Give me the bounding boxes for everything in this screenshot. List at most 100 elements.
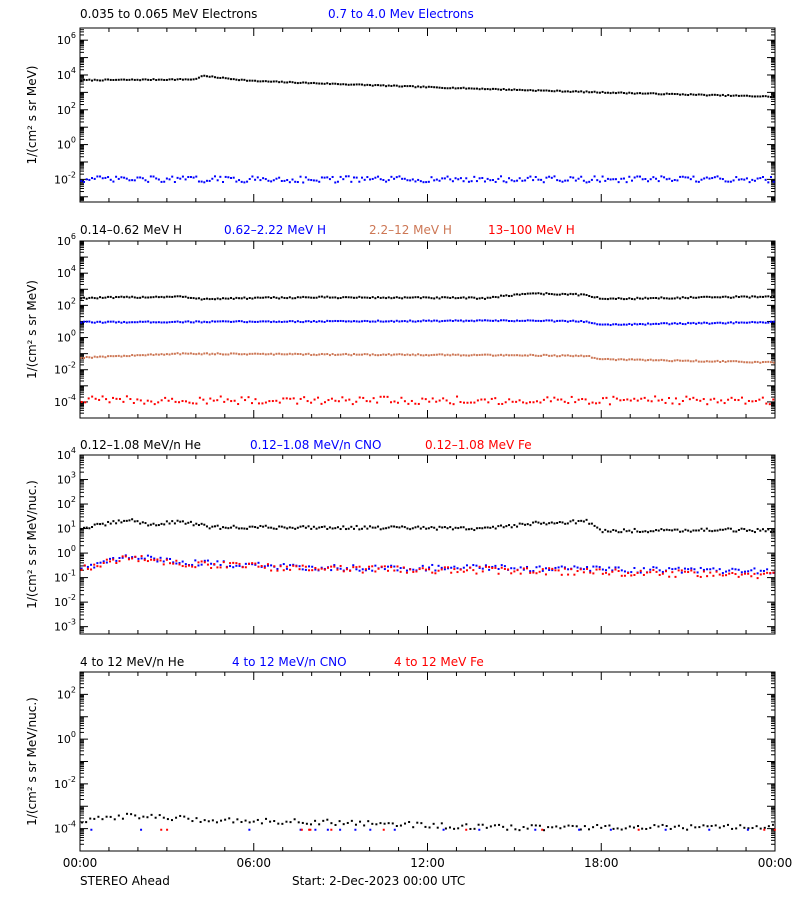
data-point xyxy=(286,527,289,530)
data-point xyxy=(521,292,524,295)
data-point xyxy=(521,354,524,357)
data-point xyxy=(379,354,382,357)
data-point xyxy=(729,321,732,324)
data-point xyxy=(387,320,390,323)
data-point xyxy=(763,828,766,831)
data-point xyxy=(611,569,614,572)
data-point xyxy=(462,296,465,299)
data-point xyxy=(494,354,497,357)
data-point xyxy=(526,319,529,322)
data-point xyxy=(526,354,529,357)
data-point xyxy=(395,296,398,299)
data-point xyxy=(368,567,371,570)
data-point xyxy=(516,88,519,91)
data-point xyxy=(507,568,510,571)
data-point xyxy=(574,401,577,404)
data-point xyxy=(630,358,633,361)
data-point xyxy=(739,824,742,827)
data-point xyxy=(626,398,629,401)
data-point xyxy=(504,401,507,404)
data-point xyxy=(532,569,535,572)
data-point xyxy=(481,567,484,570)
data-point xyxy=(745,321,748,324)
data-point xyxy=(230,352,233,355)
data-point xyxy=(302,321,305,324)
data-point xyxy=(390,564,393,567)
data-point xyxy=(133,296,136,299)
data-point xyxy=(761,295,764,298)
data-point xyxy=(653,824,656,827)
series-points xyxy=(80,319,775,327)
data-point xyxy=(355,83,358,86)
data-point xyxy=(275,527,278,530)
data-point xyxy=(553,293,556,296)
data-point xyxy=(430,526,433,529)
data-point xyxy=(435,400,438,403)
y-tick-label: 102 xyxy=(57,495,76,511)
data-point xyxy=(596,323,599,326)
data-point xyxy=(491,565,494,568)
data-point xyxy=(88,78,91,81)
data-point xyxy=(383,568,386,571)
data-point xyxy=(475,527,478,530)
data-point xyxy=(230,296,233,299)
data-point xyxy=(756,360,759,363)
data-point xyxy=(88,320,91,323)
data-point xyxy=(195,77,198,80)
data-point xyxy=(144,78,147,81)
data-point xyxy=(443,87,446,90)
data-point xyxy=(700,178,703,181)
data-point xyxy=(312,320,315,323)
data-point xyxy=(93,355,96,358)
data-point xyxy=(323,320,326,323)
data-point xyxy=(150,813,153,816)
data-point xyxy=(289,821,292,824)
data-point xyxy=(542,398,545,401)
data-point xyxy=(569,90,572,93)
data-point xyxy=(403,400,406,403)
data-point xyxy=(639,571,642,574)
data-point xyxy=(80,297,83,300)
data-point xyxy=(598,180,601,183)
data-point xyxy=(187,521,190,524)
data-point xyxy=(86,565,89,568)
data-point xyxy=(257,561,260,564)
data-point xyxy=(304,568,307,571)
data-point xyxy=(646,571,649,574)
data-point xyxy=(302,525,305,528)
data-point xyxy=(508,398,511,401)
data-point xyxy=(652,566,655,569)
data-point xyxy=(434,572,437,575)
data-point xyxy=(759,569,762,572)
y-tick-label: 102 xyxy=(57,101,76,117)
legend-entry: 2.2–12 MeV H xyxy=(369,223,452,237)
data-point xyxy=(705,321,708,324)
data-point xyxy=(192,352,195,355)
data-point xyxy=(291,320,294,323)
data-point xyxy=(311,569,314,572)
data-point xyxy=(608,566,611,569)
data-point xyxy=(751,361,754,364)
data-point xyxy=(709,571,712,574)
data-point xyxy=(753,531,756,534)
data-point xyxy=(660,322,663,325)
data-point xyxy=(548,319,551,322)
data-point xyxy=(275,80,278,83)
data-point xyxy=(240,297,243,300)
data-point xyxy=(323,568,326,571)
data-point xyxy=(661,572,664,575)
data-point xyxy=(136,321,139,324)
data-point xyxy=(369,296,372,299)
data-point xyxy=(580,354,583,357)
data-point xyxy=(197,297,200,300)
data-point xyxy=(146,816,149,819)
data-point xyxy=(620,574,623,577)
data-point xyxy=(361,571,364,574)
data-point xyxy=(422,296,425,299)
data-point xyxy=(697,360,700,363)
data-point xyxy=(147,524,150,527)
data-point xyxy=(571,824,574,827)
data-point xyxy=(716,175,719,178)
data-point xyxy=(639,358,642,361)
data-point xyxy=(107,295,110,298)
